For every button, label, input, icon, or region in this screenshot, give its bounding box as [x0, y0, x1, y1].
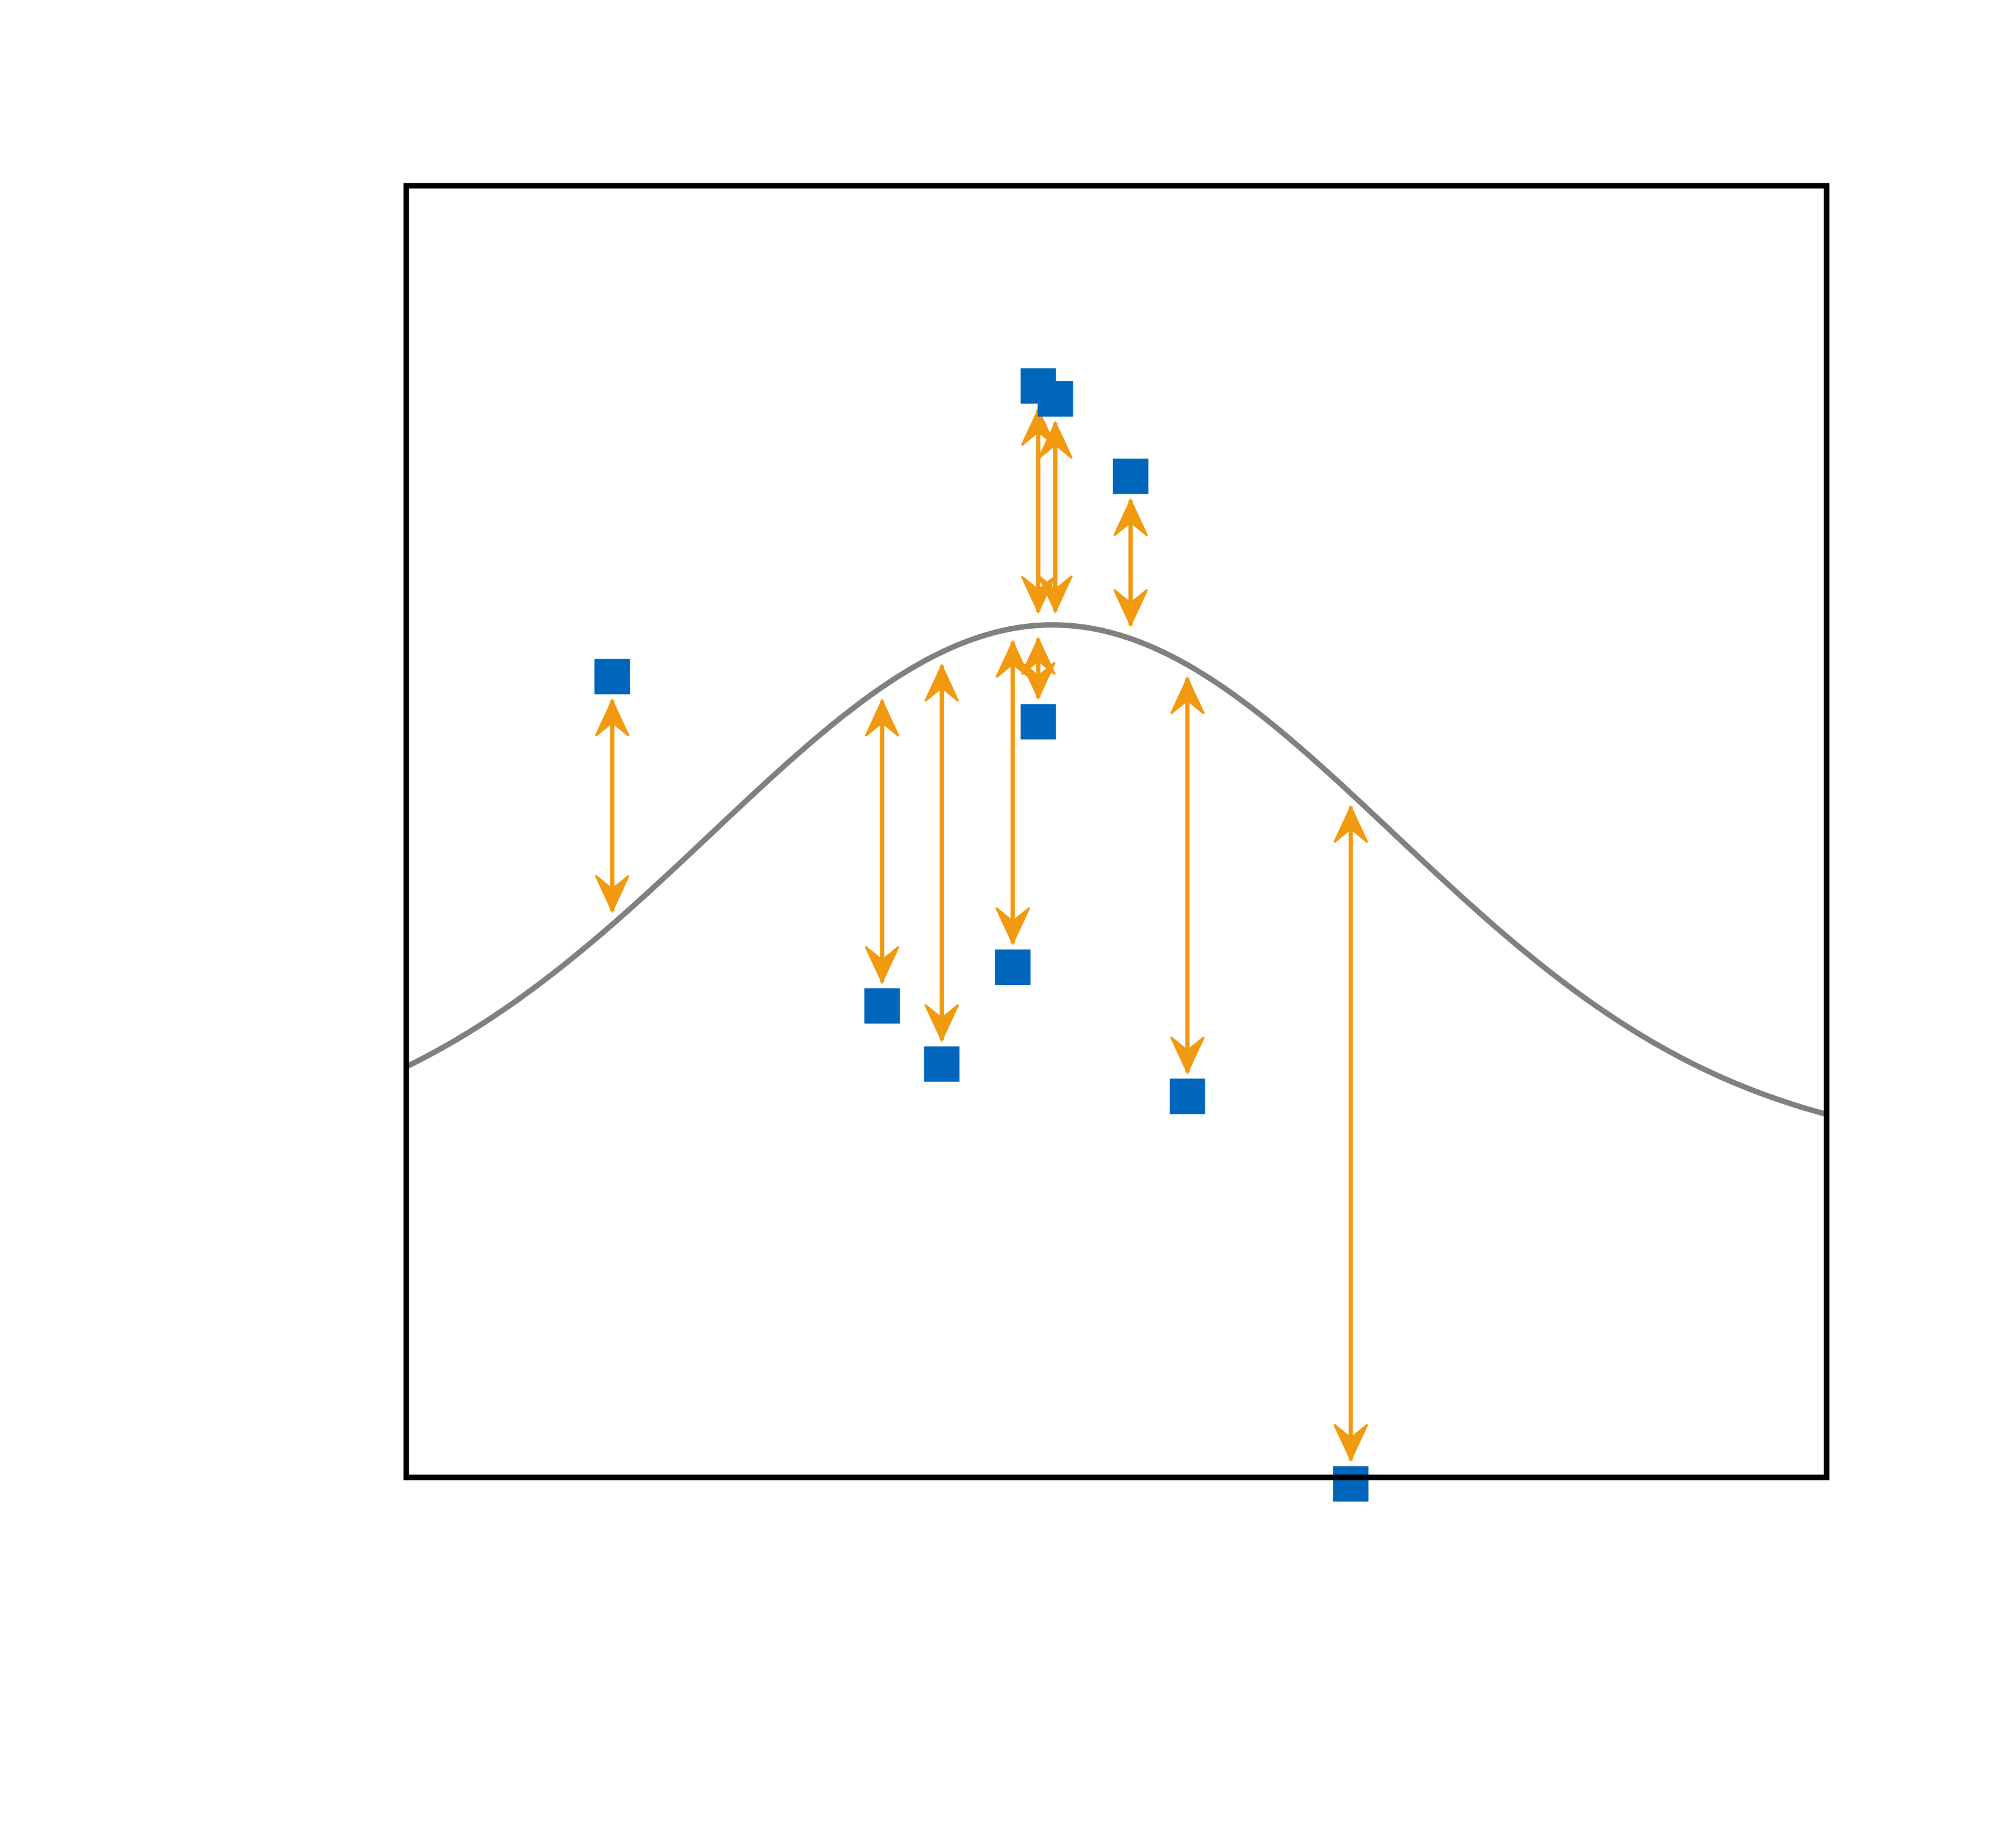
residual-arrow: [1170, 676, 1205, 1075]
residual-arrow: [864, 698, 900, 984]
residual-arrow: [1113, 498, 1149, 627]
data-point: [1037, 381, 1073, 417]
residual-arrow: [1333, 804, 1368, 1463]
data-points-layer: [594, 368, 1369, 1502]
residual-arrow: [924, 663, 959, 1043]
residual-arrow: [1038, 420, 1073, 614]
residual-arrow: [995, 640, 1031, 946]
data-point: [594, 659, 630, 695]
data-point: [1112, 458, 1149, 494]
data-point: [995, 949, 1031, 985]
data-point: [924, 1046, 960, 1082]
data-point: [1333, 1466, 1369, 1502]
plot-frame: [403, 183, 1830, 1480]
model-curve-layer: [405, 622, 1828, 1118]
data-point: [1020, 704, 1056, 740]
model-curve: [405, 622, 1828, 1118]
residual-arrows-layer: [594, 408, 1368, 1463]
residual-arrow: [1021, 636, 1056, 700]
data-point: [1169, 1078, 1205, 1114]
data-point: [864, 988, 900, 1024]
residual-arrow: [594, 698, 630, 913]
